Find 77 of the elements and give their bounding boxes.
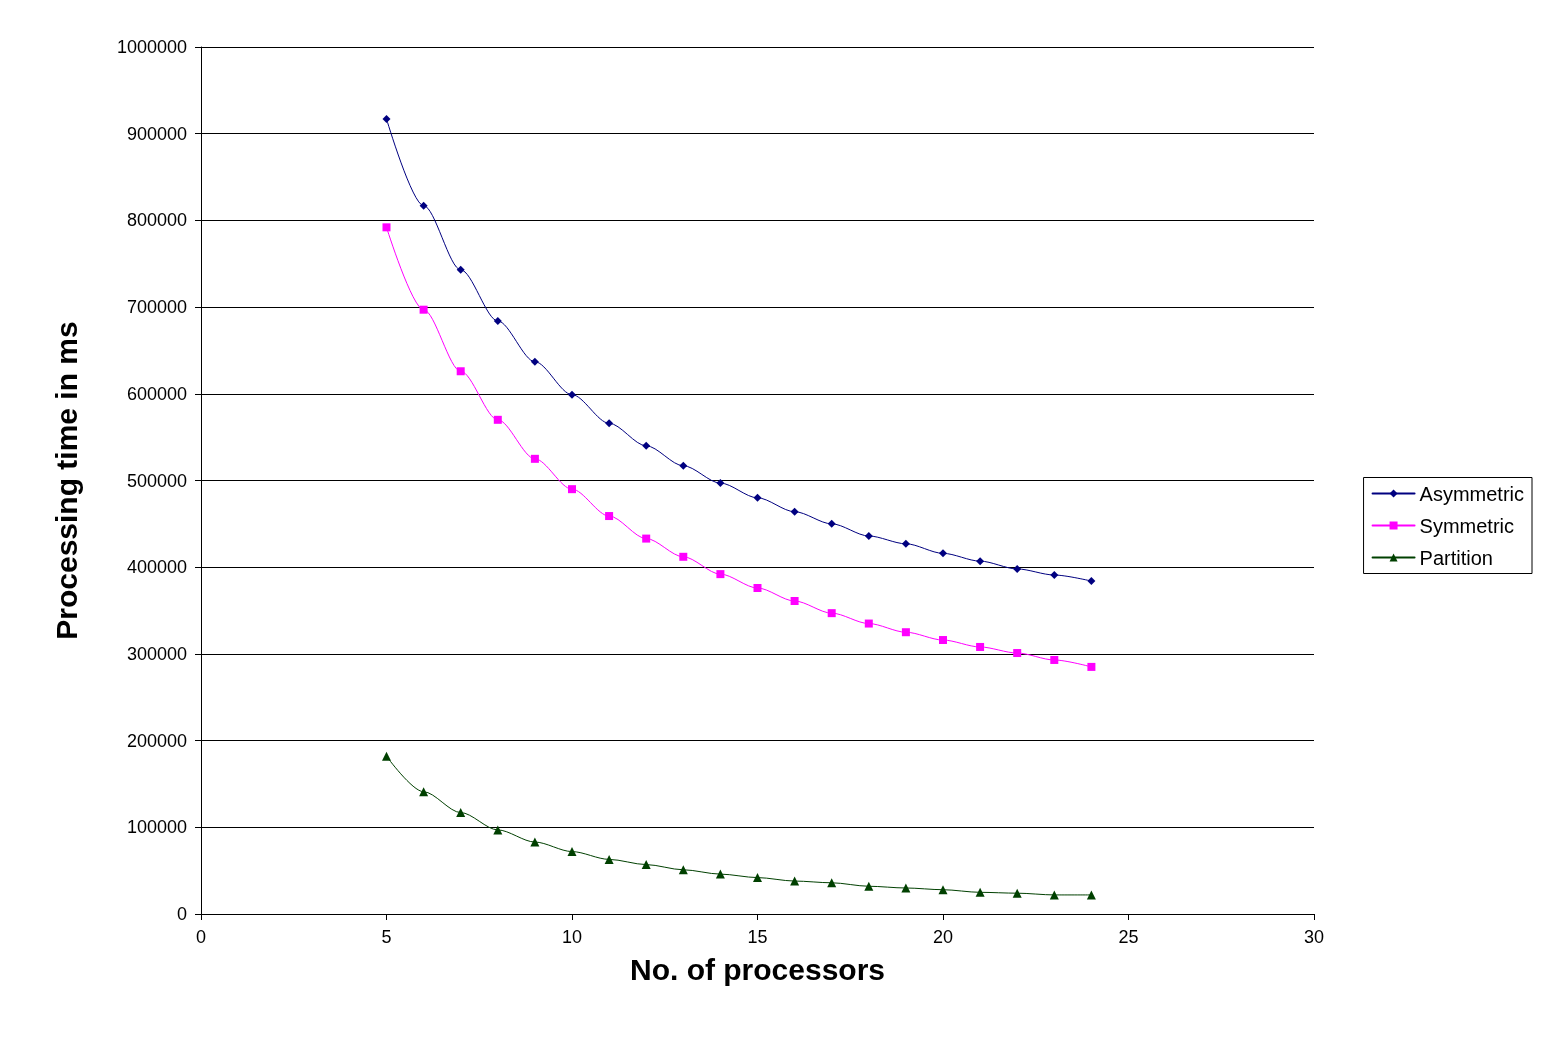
point bbox=[493, 415, 502, 424]
y-tick-label: 0 bbox=[176, 904, 187, 924]
point bbox=[716, 479, 725, 488]
y-tick-label: 700000 bbox=[126, 297, 187, 318]
y-tick-label: 300000 bbox=[126, 643, 187, 664]
x-tick-label: 10 bbox=[561, 927, 583, 947]
point bbox=[1087, 577, 1096, 586]
point bbox=[864, 531, 873, 540]
point bbox=[1012, 888, 1022, 898]
point bbox=[530, 357, 539, 366]
point bbox=[938, 885, 948, 895]
point bbox=[975, 887, 985, 897]
point bbox=[1050, 655, 1059, 664]
point bbox=[605, 419, 614, 428]
x-tick-label: 5 bbox=[381, 927, 392, 947]
point bbox=[753, 493, 762, 502]
point bbox=[790, 597, 799, 606]
y-tick-label: 400000 bbox=[126, 557, 187, 578]
point bbox=[976, 557, 985, 566]
point bbox=[382, 114, 391, 123]
point bbox=[419, 787, 429, 797]
y-tick-label: 600000 bbox=[126, 383, 187, 404]
point bbox=[753, 584, 762, 593]
point bbox=[456, 808, 466, 818]
point bbox=[1013, 564, 1022, 573]
point bbox=[568, 485, 576, 494]
point bbox=[642, 441, 651, 450]
point bbox=[567, 847, 577, 857]
point bbox=[493, 316, 502, 325]
point bbox=[568, 390, 576, 399]
point bbox=[864, 881, 874, 891]
point bbox=[456, 265, 465, 274]
point bbox=[827, 519, 836, 528]
point bbox=[753, 873, 762, 883]
y-tick-label: 1000000 bbox=[116, 37, 187, 57]
point bbox=[939, 549, 947, 558]
x-axis-title: No. of processors bbox=[629, 952, 886, 986]
point bbox=[419, 305, 428, 314]
y-tick-label: 100000 bbox=[126, 817, 187, 838]
point bbox=[642, 534, 651, 543]
legend-label: Symmetric bbox=[1419, 514, 1515, 537]
x-tick-label: 20 bbox=[932, 927, 954, 947]
point bbox=[901, 539, 910, 548]
x-tick-label: 30 bbox=[1303, 927, 1325, 947]
x-tick-label: 25 bbox=[1118, 927, 1139, 947]
point bbox=[530, 454, 539, 463]
point bbox=[456, 367, 465, 376]
point bbox=[716, 570, 725, 579]
point bbox=[604, 854, 614, 864]
point bbox=[1050, 571, 1059, 579]
point bbox=[1013, 649, 1022, 658]
point bbox=[790, 876, 800, 886]
point bbox=[827, 609, 836, 618]
point bbox=[976, 642, 985, 651]
point bbox=[1087, 662, 1096, 671]
point bbox=[530, 837, 540, 847]
y-tick-label: 500000 bbox=[126, 470, 187, 491]
y-tick-label: 200000 bbox=[126, 730, 187, 751]
point bbox=[382, 751, 391, 761]
legend-label: Partition bbox=[1419, 546, 1493, 569]
y-axis-title: Processing time in ms bbox=[49, 321, 83, 640]
y-tick-label: 800000 bbox=[126, 210, 187, 231]
point bbox=[939, 636, 947, 645]
point bbox=[679, 461, 688, 470]
point bbox=[790, 507, 799, 516]
point bbox=[715, 869, 725, 879]
point bbox=[382, 223, 391, 232]
point bbox=[864, 619, 873, 628]
y-tick-label: 900000 bbox=[126, 123, 187, 144]
point bbox=[419, 201, 428, 210]
x-tick-label: 15 bbox=[747, 927, 768, 947]
legend-label: Asymmetric bbox=[1419, 482, 1525, 505]
x-tick-label: 0 bbox=[195, 927, 207, 947]
point bbox=[679, 552, 688, 561]
point bbox=[901, 628, 910, 637]
point bbox=[641, 860, 651, 870]
point bbox=[605, 512, 614, 521]
